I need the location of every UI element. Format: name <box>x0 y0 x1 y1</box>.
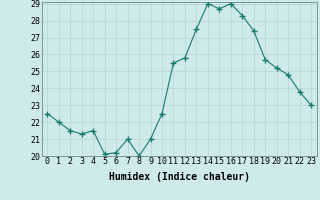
X-axis label: Humidex (Indice chaleur): Humidex (Indice chaleur) <box>109 172 250 182</box>
